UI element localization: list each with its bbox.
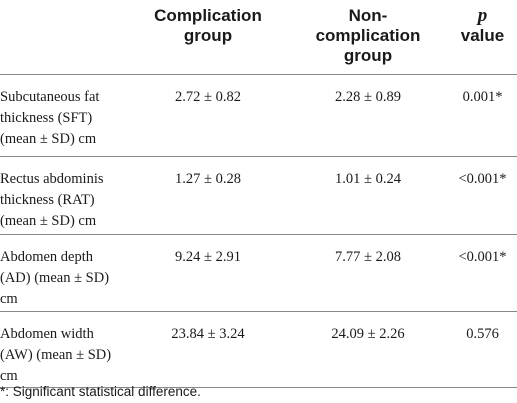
complication-value: 9.24 ± 2.91: [128, 234, 288, 312]
noncomplication-value: 1.01 ± 0.24: [288, 156, 448, 235]
row-label: Abdomen width (AW) (mean ± SD) cm: [0, 311, 128, 388]
header-noncomplication-line2: complication: [315, 26, 421, 45]
header-noncomplication-group: Non- complication group: [288, 0, 448, 75]
p-value: 0.001*: [448, 74, 517, 157]
header-p-value-word: value: [460, 26, 505, 45]
header-noncomplication-line3: group: [343, 46, 393, 65]
complication-value: 2.72 ± 0.82: [128, 74, 288, 157]
table-row: Abdomen depth (AD) (mean ± SD) cm 9.24 ±…: [0, 234, 517, 312]
header-complication-group: Complication group: [128, 0, 288, 75]
noncomplication-value: 2.28 ± 0.89: [288, 74, 448, 157]
complication-value: 23.84 ± 3.24: [128, 311, 288, 388]
table-footnote: *: Significant statistical difference.: [0, 384, 201, 399]
header-label-cell: [0, 0, 128, 75]
p-value: <0.001*: [448, 234, 517, 312]
table-row: Abdomen width (AW) (mean ± SD) cm 23.84 …: [0, 311, 517, 388]
row-label: Abdomen depth (AD) (mean ± SD) cm: [0, 234, 128, 312]
header-complication-line1: Complication: [154, 6, 262, 25]
noncomplication-value: 7.77 ± 2.08: [288, 234, 448, 312]
header-row: Complication group Non- complication gro…: [0, 0, 517, 75]
p-value: <0.001*: [448, 156, 517, 235]
row-label: Rectus abdominis thickness (RAT) (mean ±…: [0, 156, 128, 235]
table-row: Subcutaneous fat thickness (SFT) (mean ±…: [0, 74, 517, 157]
header-complication-line2: group: [183, 26, 233, 45]
p-value: 0.576: [448, 311, 517, 388]
noncomplication-value: 24.09 ± 2.26: [288, 311, 448, 388]
row-label: Subcutaneous fat thickness (SFT) (mean ±…: [0, 74, 128, 157]
header-p-symbol: p: [477, 5, 488, 26]
header-p-value: p value: [448, 0, 517, 75]
header-noncomplication-line1: Non-: [348, 6, 388, 25]
complication-value: 1.27 ± 0.28: [128, 156, 288, 235]
comparison-table: Complication group Non- complication gro…: [0, 0, 517, 388]
table-row: Rectus abdominis thickness (RAT) (mean ±…: [0, 156, 517, 235]
